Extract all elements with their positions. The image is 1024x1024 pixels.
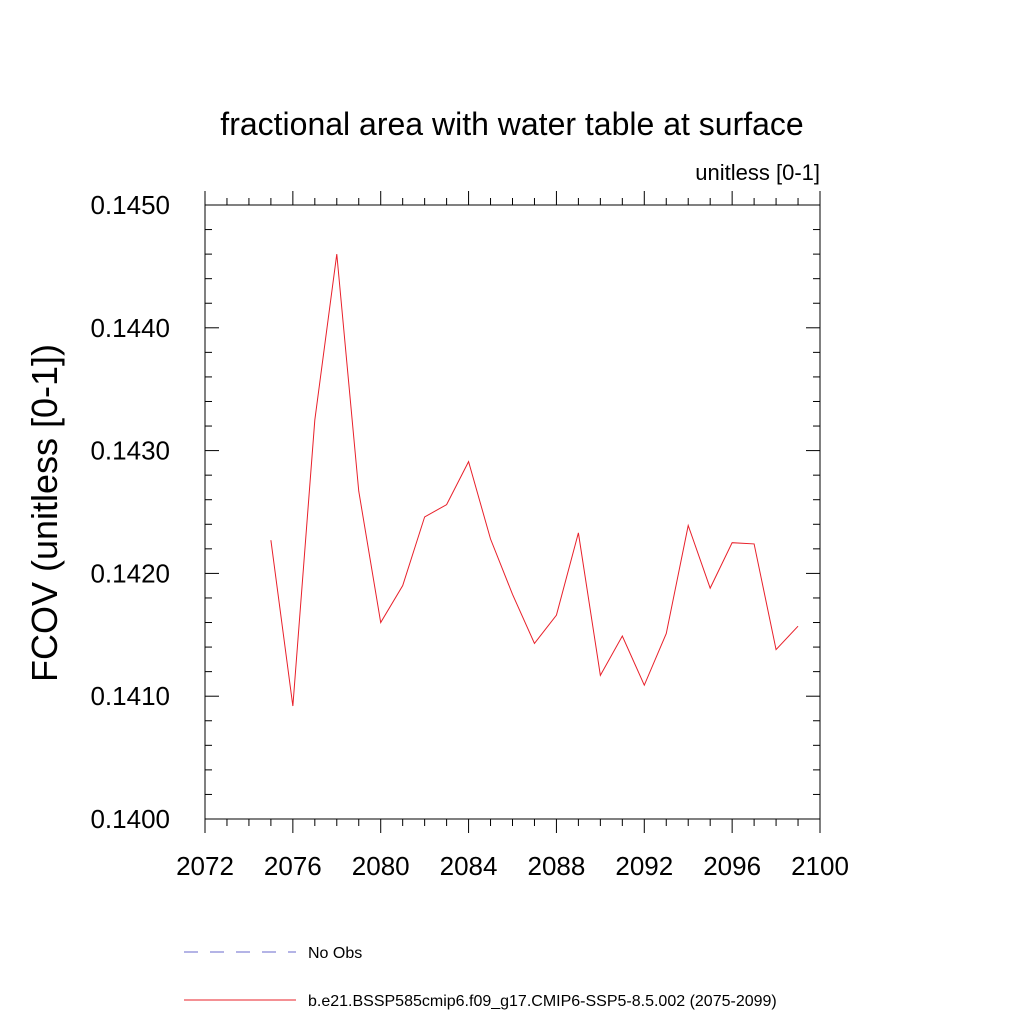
y-tick-label: 0.1430: [90, 436, 170, 466]
legend-label: No Obs: [308, 945, 362, 962]
x-tick-label: 2088: [528, 851, 586, 881]
y-axis-label: FCOV (unitless [0-1]): [24, 344, 65, 682]
chart-subtitle: unitless [0-1]: [695, 160, 820, 185]
series-line: [270, 254, 799, 707]
legend-label: b.e21.BSSP585cmip6.f09_g17.CMIP6-SSP5-8.…: [308, 993, 777, 1010]
x-tick-label: 2096: [703, 851, 761, 881]
y-tick-label: 0.1440: [90, 313, 170, 343]
y-tick-label: 0.1450: [90, 190, 170, 220]
chart-title: fractional area with water table at surf…: [220, 106, 803, 142]
x-tick-label: 2076: [264, 851, 322, 881]
y-tick-label: 0.1400: [90, 804, 170, 834]
x-tick-label: 2092: [615, 851, 673, 881]
series-group: [270, 254, 799, 707]
axis-ticks: 2072 2076 2080 2084 2088 2092 2096 2100 0.1400 0.…: [90, 190, 848, 881]
plot-frame: [204, 204, 821, 820]
x-tick-label: 2080: [352, 851, 410, 881]
y-tick-label: 0.1420: [90, 558, 170, 588]
x-tick-label: 2072: [176, 851, 234, 881]
x-tick-label: 2084: [440, 851, 498, 881]
y-tick-label: 0.1410: [90, 681, 170, 711]
legend: No Obs b.e21.BSSP585cmip6.f09_g17.CMIP6-S…: [184, 945, 777, 1010]
x-tick-label: 2100: [791, 851, 849, 881]
